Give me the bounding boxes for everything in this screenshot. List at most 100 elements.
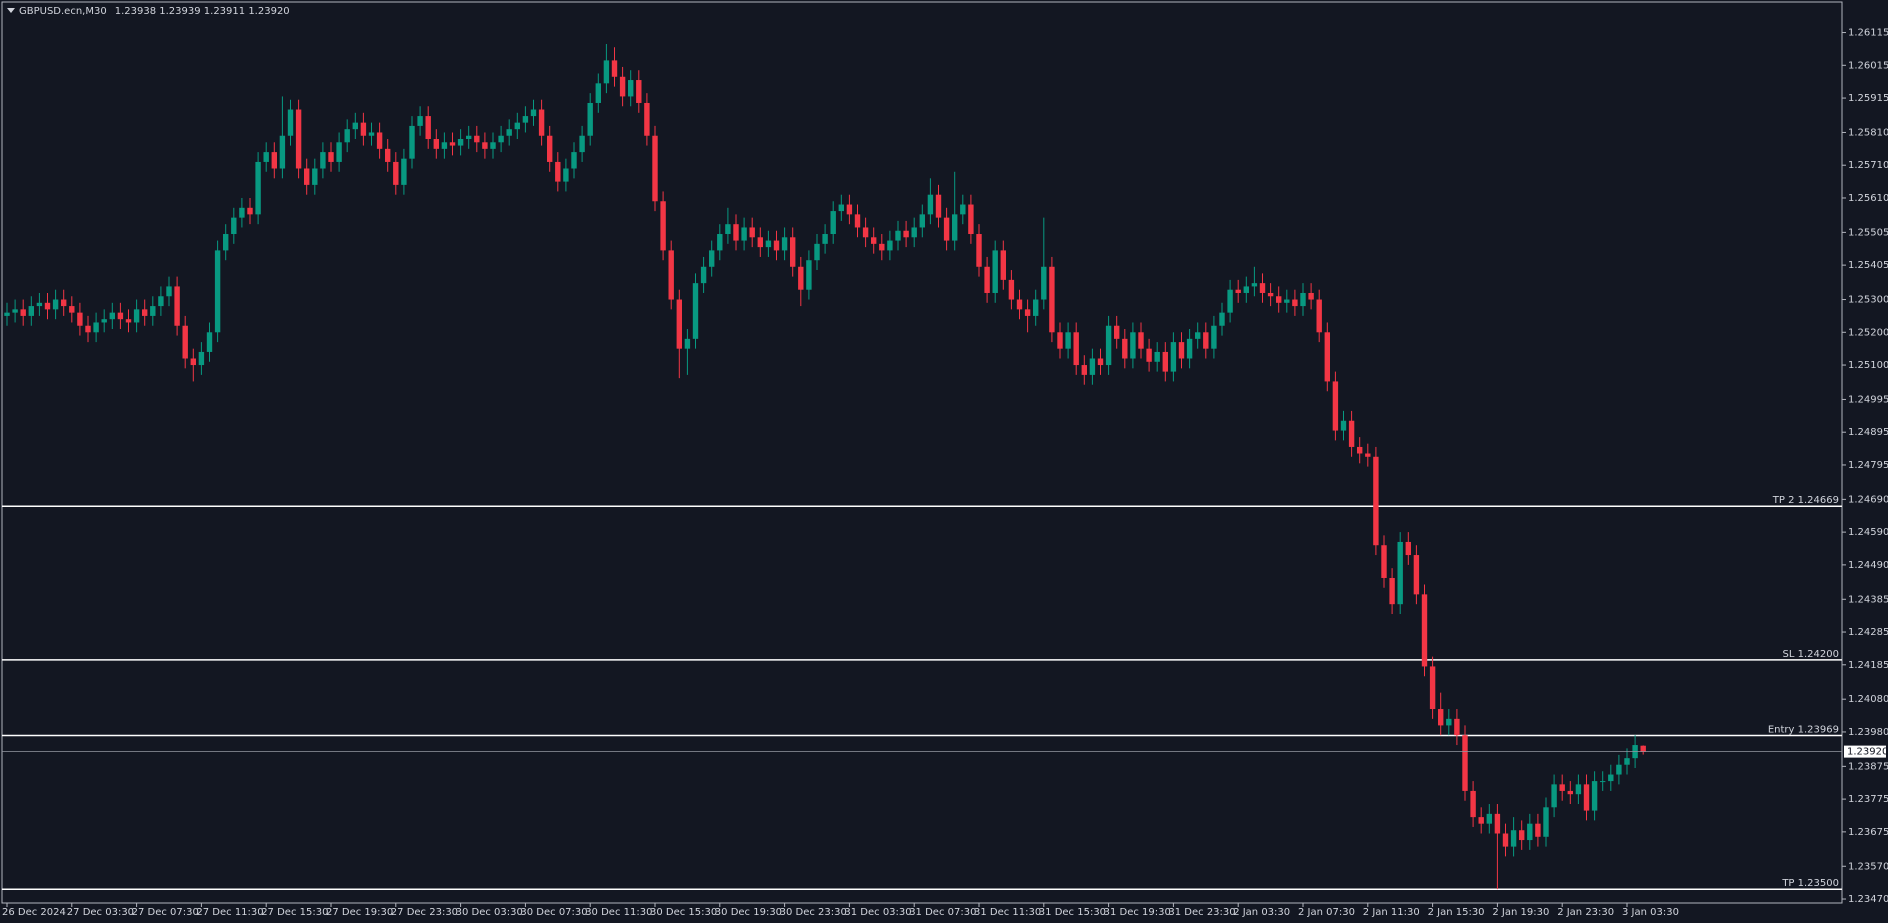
candle-body xyxy=(1551,784,1557,808)
candle-body xyxy=(757,237,763,248)
candle-body xyxy=(352,122,358,130)
candle-body xyxy=(676,299,682,349)
candle-body xyxy=(312,168,318,185)
y-tick-label: 1.24185 xyxy=(1848,660,1888,671)
candle-body xyxy=(1397,541,1403,605)
candle-body xyxy=(1405,541,1411,556)
candle-body xyxy=(1203,332,1209,349)
candle-body xyxy=(174,286,180,326)
candle-body xyxy=(1057,332,1063,349)
candle-body xyxy=(1008,279,1015,300)
x-tick-label: 31 Dec 15:30 xyxy=(1039,907,1106,918)
candle-body xyxy=(1559,784,1565,791)
x-tick-label: 30 Dec 03:30 xyxy=(456,907,523,918)
candle-body xyxy=(441,142,448,149)
x-tick-label: 2 Jan 03:30 xyxy=(1233,907,1290,918)
x-tick-label: 2 Jan 15:30 xyxy=(1428,907,1485,918)
candle-body xyxy=(1154,351,1160,362)
x-tick-label: 30 Dec 11:30 xyxy=(585,907,652,918)
candle-body xyxy=(263,152,269,162)
y-tick-label: 1.24385 xyxy=(1848,594,1888,605)
candle-body xyxy=(1438,709,1444,726)
candle-body xyxy=(603,60,610,84)
candle-body xyxy=(1413,555,1420,595)
candle-body xyxy=(587,102,593,136)
y-tick-label: 1.24795 xyxy=(1848,460,1888,471)
candle-body xyxy=(1365,453,1371,457)
candle-body xyxy=(101,319,107,323)
symbol: GBPUSD.ecn,M30 xyxy=(19,6,107,17)
candle-body xyxy=(12,309,18,313)
candle-body xyxy=(4,312,10,316)
candle-body xyxy=(287,109,294,136)
candle-body xyxy=(223,234,229,251)
candle-body xyxy=(619,76,626,97)
candle-body xyxy=(749,227,755,238)
candle-body xyxy=(992,250,998,293)
y-tick-label: 1.24080 xyxy=(1848,694,1888,705)
candle-body xyxy=(44,302,51,310)
candle-body xyxy=(830,211,836,235)
candle-body xyxy=(61,299,67,307)
candle-body xyxy=(1486,813,1492,824)
candle-body xyxy=(1421,594,1428,667)
candle-body xyxy=(166,286,172,297)
candle-body xyxy=(28,306,34,316)
candle-body xyxy=(1267,292,1274,297)
candle-body xyxy=(1097,358,1104,366)
candle-body xyxy=(133,309,140,323)
current-price-box xyxy=(1844,745,1886,758)
candle-body xyxy=(1041,266,1047,300)
candle-body xyxy=(1348,420,1355,447)
candle-body xyxy=(1130,332,1136,359)
candle-body xyxy=(798,266,804,290)
candle-body xyxy=(838,204,844,212)
candle-body xyxy=(449,142,456,146)
y-tick-label: 1.25405 xyxy=(1848,260,1888,271)
candle-body xyxy=(1373,456,1379,546)
candle-body xyxy=(773,240,780,251)
candle-body xyxy=(976,234,982,267)
candle-body xyxy=(781,237,788,251)
candle-body xyxy=(579,135,585,153)
y-tick-label: 1.26015 xyxy=(1848,60,1888,71)
candle-body xyxy=(1049,266,1055,333)
candle-body xyxy=(538,109,545,136)
x-tick-label: 31 Dec 19:30 xyxy=(1104,907,1171,918)
candle-body xyxy=(846,204,853,215)
y-tick-label: 1.25300 xyxy=(1848,295,1888,306)
candle-body xyxy=(960,204,966,215)
candle-body xyxy=(206,332,213,352)
candle-body xyxy=(814,243,820,261)
candle-body xyxy=(1105,325,1112,366)
candle-body xyxy=(271,152,277,169)
candle-body xyxy=(20,309,26,316)
candle-body xyxy=(1357,446,1363,454)
candle-body xyxy=(1024,309,1031,316)
y-tick-label: 1.24490 xyxy=(1848,560,1888,571)
candle-body xyxy=(709,250,715,267)
y-tick-label: 1.24590 xyxy=(1848,527,1888,538)
x-tick-label: 27 Dec 19:30 xyxy=(326,907,393,918)
candle-body xyxy=(879,243,885,251)
candle-body xyxy=(320,152,326,169)
x-tick-label: 27 Dec 15:30 xyxy=(261,907,328,918)
level-label: TP 2 1.24669 xyxy=(1772,495,1839,506)
candle-body xyxy=(328,152,334,162)
candle-body xyxy=(1170,342,1177,372)
candle-body xyxy=(1332,381,1339,431)
y-tick-label: 1.25200 xyxy=(1848,327,1888,338)
candle-body xyxy=(652,135,658,202)
candle-body xyxy=(1519,830,1525,841)
candle-body xyxy=(1195,332,1201,339)
y-tick-label: 1.25915 xyxy=(1848,93,1888,104)
candle-body xyxy=(52,299,59,310)
collapse-arrow[interactable] xyxy=(7,8,15,13)
candle-body xyxy=(692,283,699,339)
candle-body xyxy=(1162,351,1168,372)
candle-body xyxy=(401,158,407,185)
y-tick-label: 1.24995 xyxy=(1848,394,1888,405)
y-tick-label: 1.25710 xyxy=(1848,160,1888,171)
candle-body xyxy=(190,358,196,366)
